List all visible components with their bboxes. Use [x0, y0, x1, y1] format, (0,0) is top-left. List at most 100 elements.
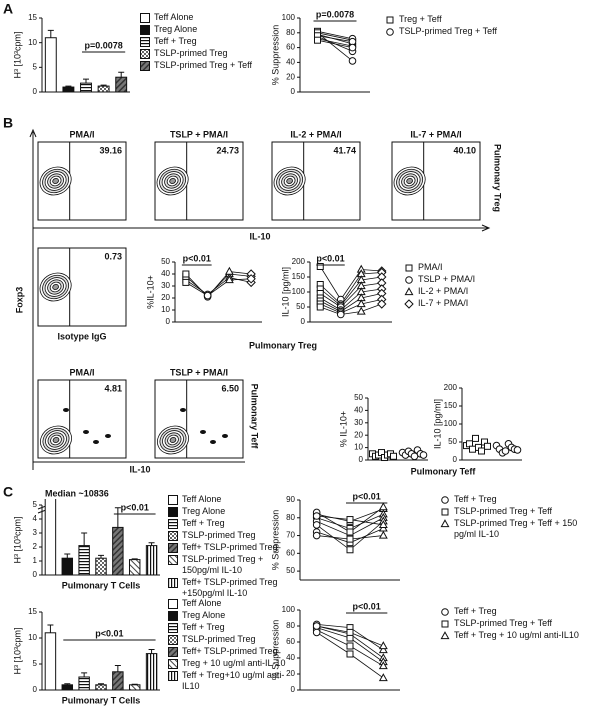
marker-circle — [386, 28, 394, 36]
marker-square — [346, 642, 354, 650]
legend-swatch — [441, 508, 449, 516]
bar — [95, 557, 107, 575]
error-bar — [47, 29, 54, 38]
legend-entry: IL-7 + PMA/I — [404, 298, 524, 309]
y-axis-label: H³ [10³cpm] — [12, 627, 22, 674]
y-tick-label: 0 — [301, 317, 306, 326]
legend-swatch-fill — [168, 659, 178, 669]
flow-percent: 6.50 — [221, 383, 239, 393]
y-tick-label: 15 — [28, 13, 37, 22]
error-bar — [65, 85, 72, 88]
flow-percent: 24.73 — [216, 145, 239, 155]
y-tick-label: 30 — [161, 281, 170, 290]
error-bar — [131, 558, 138, 560]
legend-label: Treg Alone — [182, 610, 226, 620]
y-tick-label: 70 — [286, 531, 295, 540]
contour — [286, 178, 293, 184]
marker-diamond — [246, 274, 256, 284]
legend-entry: Teff Alone — [168, 598, 286, 609]
y-tick-label: 50 — [296, 302, 305, 311]
bar — [97, 85, 110, 92]
legend-label: Teff Alone — [182, 598, 222, 608]
bar — [145, 653, 158, 690]
y-tick-label: 50 — [161, 257, 170, 266]
legend-entry: Teff+ TSLP-primed Treg — [168, 646, 286, 657]
bar — [128, 684, 141, 690]
marker-square — [316, 263, 324, 270]
flow-percent: 4.81 — [104, 383, 122, 393]
legend-swatch-fill — [168, 578, 178, 588]
legend-entry: TSLP + PMA/I — [404, 274, 524, 285]
bar — [112, 526, 124, 575]
y-tick-label: 4 — [33, 514, 38, 523]
y-tick-label: 80 — [286, 621, 295, 630]
y-tick-label: 20 — [286, 72, 295, 81]
y-tick-label: 10 — [28, 633, 37, 642]
legend-swatch — [386, 16, 394, 24]
legend-swatch — [441, 608, 449, 616]
y-tick-label: 1 — [33, 556, 38, 565]
legend-entry: TSLP-primed Treg — [168, 634, 286, 645]
legend-label: Treg + Teff — [399, 14, 442, 24]
legend-entry: TSLP-primed Treg + Teff — [440, 506, 598, 517]
marker-square — [346, 650, 354, 658]
legend-label: IL-7 + PMA/I — [418, 298, 469, 308]
y-tick-label: 0 — [33, 87, 38, 96]
legend-swatch-fill — [140, 61, 150, 71]
legend-swatch — [168, 507, 178, 517]
marker-square — [346, 628, 354, 636]
marker-triangle — [378, 645, 388, 654]
marker-triangle — [378, 673, 388, 682]
marker-triangle — [440, 519, 450, 528]
legend-entry: TSLP-primed Treg — [140, 48, 280, 59]
significance-label: p<0.01 — [121, 502, 149, 512]
legend-entry: Treg Alone — [168, 610, 286, 621]
y-tick-label: 0 — [453, 455, 458, 464]
flow-title: TSLP + PMA/I — [170, 367, 228, 377]
pair-line — [319, 276, 382, 307]
pair-line — [317, 30, 353, 40]
legend-entry: Teff+ TSLP-primed Treg +150pg/ml IL-10 — [168, 577, 286, 599]
flow-title: IL-7 + PMA/I — [410, 129, 461, 139]
legend-swatch — [168, 531, 178, 541]
y-tick-label: 0 — [33, 570, 38, 579]
legend-swatch-fill — [168, 519, 178, 529]
marker-square — [441, 508, 449, 516]
y-tick-label: 0 — [359, 455, 364, 464]
contour — [52, 178, 59, 184]
error-bar — [64, 683, 71, 685]
pair-line — [319, 272, 382, 305]
significance-label: p<0.01 — [95, 628, 123, 638]
error-bar — [100, 84, 107, 87]
legend-entry: Teff+ TSLP-primed Treg — [168, 542, 286, 553]
flow-title: PMA/I — [69, 367, 94, 377]
marker-square — [346, 528, 354, 536]
legend-swatch — [140, 61, 150, 71]
legend: Teff + Treg TSLP-primed Treg + Teff Teff +… — [440, 606, 598, 642]
legend-label: Treg Alone — [182, 506, 226, 516]
y-tick-label: 20 — [354, 430, 363, 439]
legend-entry: Teff Alone — [140, 12, 280, 23]
legend-label: TSLP-primed Treg — [182, 530, 256, 540]
error-bar — [114, 665, 121, 672]
contour-blob — [105, 434, 111, 438]
bar — [145, 545, 158, 575]
y-axis-label: % Suppression — [270, 25, 280, 86]
legend-swatch-fill — [140, 13, 150, 23]
legend-label: Teff + Treg — [454, 606, 497, 616]
legend-entry: TSLP-primed Treg + Teff — [440, 618, 598, 629]
legend-label: IL-2 + PMA/I — [418, 286, 469, 296]
bar — [115, 76, 128, 92]
y-tick-label: 200 — [292, 257, 306, 266]
legend-swatch — [168, 519, 178, 529]
significance-label: p=0.0078 — [84, 40, 122, 50]
bar — [44, 37, 57, 92]
legend-swatch-fill — [168, 555, 178, 565]
marker-circle — [419, 451, 428, 459]
marker-square — [346, 535, 354, 543]
legend-swatch — [440, 519, 450, 528]
legend-entry: Teff + Treg — [140, 36, 280, 47]
legend-swatch-fill — [168, 647, 178, 657]
contour-blob — [222, 434, 228, 438]
